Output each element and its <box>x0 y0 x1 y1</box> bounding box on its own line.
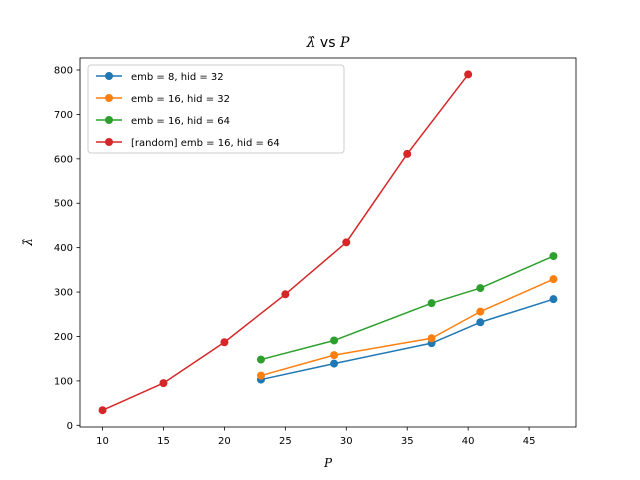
legend-item: [random] emb = 16, hid = 64 <box>96 138 280 149</box>
legend-item: emb = 16, hid = 32 <box>96 94 230 105</box>
y-tick-label: 300 <box>54 288 73 299</box>
legend-swatch-marker <box>105 138 113 146</box>
y-tick-label: 400 <box>54 243 73 254</box>
data-point <box>256 355 265 364</box>
data-point <box>427 299 436 308</box>
chart-title: λ̂ vs P <box>306 35 350 51</box>
x-axis-ticks: 10 15 20 25 30 35 40 45 <box>96 427 535 447</box>
y-tick-label: 800 <box>54 65 73 76</box>
x-tick-label: 45 <box>523 436 536 447</box>
x-tick-label: 10 <box>96 436 109 447</box>
series-layer <box>98 70 558 415</box>
legend-label: emb = 16, hid = 32 <box>131 94 230 105</box>
data-point <box>330 336 339 345</box>
legend-swatch-marker <box>105 94 113 102</box>
x-tick-label: 15 <box>157 436 170 447</box>
series-3 <box>256 252 558 364</box>
legend: emb = 8, hid = 32 emb = 16, hid = 32 emb =… <box>87 64 345 154</box>
data-point <box>342 238 351 247</box>
y-axis-ticks: 0 100 200 300 400 500 600 700 800 <box>54 65 80 432</box>
series-2 <box>256 275 558 380</box>
title-var: P <box>339 35 350 51</box>
y-tick-label: 500 <box>54 199 73 210</box>
data-point <box>330 359 339 368</box>
x-tick-label: 25 <box>279 436 292 447</box>
data-point <box>476 307 485 316</box>
data-point <box>330 351 339 360</box>
y-tick-label: 100 <box>54 376 73 387</box>
data-point <box>220 338 229 347</box>
y-axis-label: λ̂ <box>21 238 35 247</box>
legend-swatch-marker <box>105 116 113 124</box>
legend-label: emb = 8, hid = 32 <box>131 72 224 83</box>
data-point <box>403 149 412 158</box>
data-point <box>464 70 473 79</box>
legend-item: emb = 8, hid = 32 <box>96 72 224 83</box>
y-tick-label: 700 <box>54 110 73 121</box>
legend-label: emb = 16, hid = 64 <box>131 116 230 127</box>
data-point <box>98 406 107 415</box>
title-symbol: λ̂ <box>306 35 316 51</box>
series-4 <box>98 70 473 415</box>
legend-label: [random] emb = 16, hid = 64 <box>131 138 280 149</box>
data-point <box>427 334 436 343</box>
data-point <box>549 252 558 261</box>
x-tick-label: 20 <box>218 436 231 447</box>
data-point <box>549 295 558 304</box>
data-point <box>281 290 290 299</box>
legend-swatch-marker <box>105 72 113 80</box>
title-rest: vs <box>315 35 339 51</box>
y-tick-label: 200 <box>54 332 73 343</box>
data-point <box>159 379 168 388</box>
x-tick-label: 35 <box>401 436 414 447</box>
y-tick-label: 0 <box>67 421 73 432</box>
data-point <box>476 318 485 327</box>
legend-item: emb = 16, hid = 64 <box>96 116 230 127</box>
data-point <box>256 371 265 380</box>
x-tick-label: 40 <box>462 436 475 447</box>
series-1 <box>256 295 558 384</box>
x-tick-label: 30 <box>340 436 353 447</box>
x-axis-label: P <box>323 456 333 470</box>
data-point <box>549 275 558 284</box>
legend-box <box>87 64 345 154</box>
y-tick-label: 600 <box>54 154 73 165</box>
data-point <box>476 284 485 293</box>
